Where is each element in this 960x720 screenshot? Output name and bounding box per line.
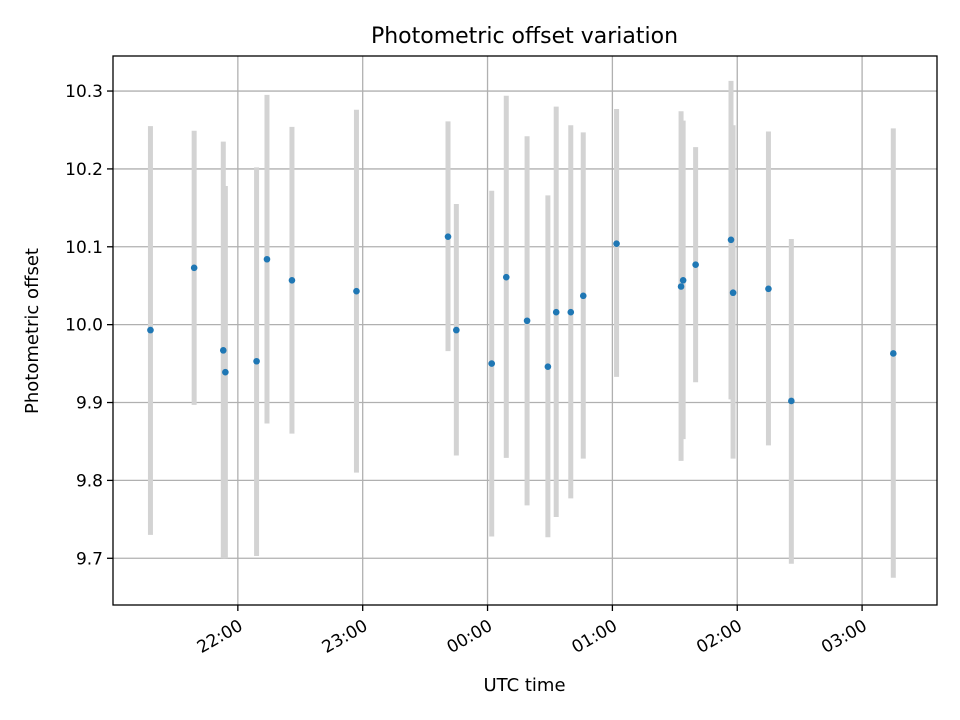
data-point — [263, 255, 271, 263]
y-tick-label: 10.0 — [65, 316, 103, 336]
y-tick-label: 9.8 — [76, 471, 103, 491]
data-point — [729, 289, 737, 297]
y-tick-label: 10.3 — [65, 82, 103, 102]
data-point — [219, 347, 227, 354]
data-point — [788, 397, 795, 405]
data-point — [567, 308, 575, 316]
y-tick-label: 10.2 — [65, 160, 103, 180]
y-tick-label: 9.7 — [76, 549, 103, 569]
data-point — [677, 283, 685, 290]
data-point — [453, 326, 460, 334]
plot-frame — [112, 55, 938, 606]
data-point — [523, 317, 531, 325]
data-point — [488, 360, 496, 367]
data-point — [288, 276, 296, 284]
data-point — [222, 368, 229, 376]
x-axis-label: UTC time — [483, 675, 565, 696]
data-point — [147, 326, 154, 334]
data-point — [890, 350, 897, 357]
y-axis-ticks: 9.7 9.8 9.9 10.0 10.1 10.2 10.3 — [65, 82, 113, 569]
data-point — [765, 285, 772, 293]
data-point — [544, 363, 552, 371]
data-point — [679, 276, 687, 284]
data-point — [613, 240, 620, 247]
data-point — [727, 236, 735, 244]
data-points — [147, 233, 897, 405]
chart-title: Photometric offset variation — [371, 24, 678, 49]
data-point — [444, 233, 452, 240]
y-axis-label: Photometric offset — [22, 248, 43, 414]
y-tick-label: 9.9 — [76, 394, 103, 414]
data-point — [579, 292, 587, 300]
data-point — [502, 273, 510, 281]
data-point — [552, 308, 560, 316]
data-point — [253, 357, 260, 365]
data-point — [692, 261, 699, 268]
data-point — [190, 264, 198, 272]
data-point — [353, 287, 360, 295]
y-tick-label: 10.1 — [65, 238, 103, 258]
